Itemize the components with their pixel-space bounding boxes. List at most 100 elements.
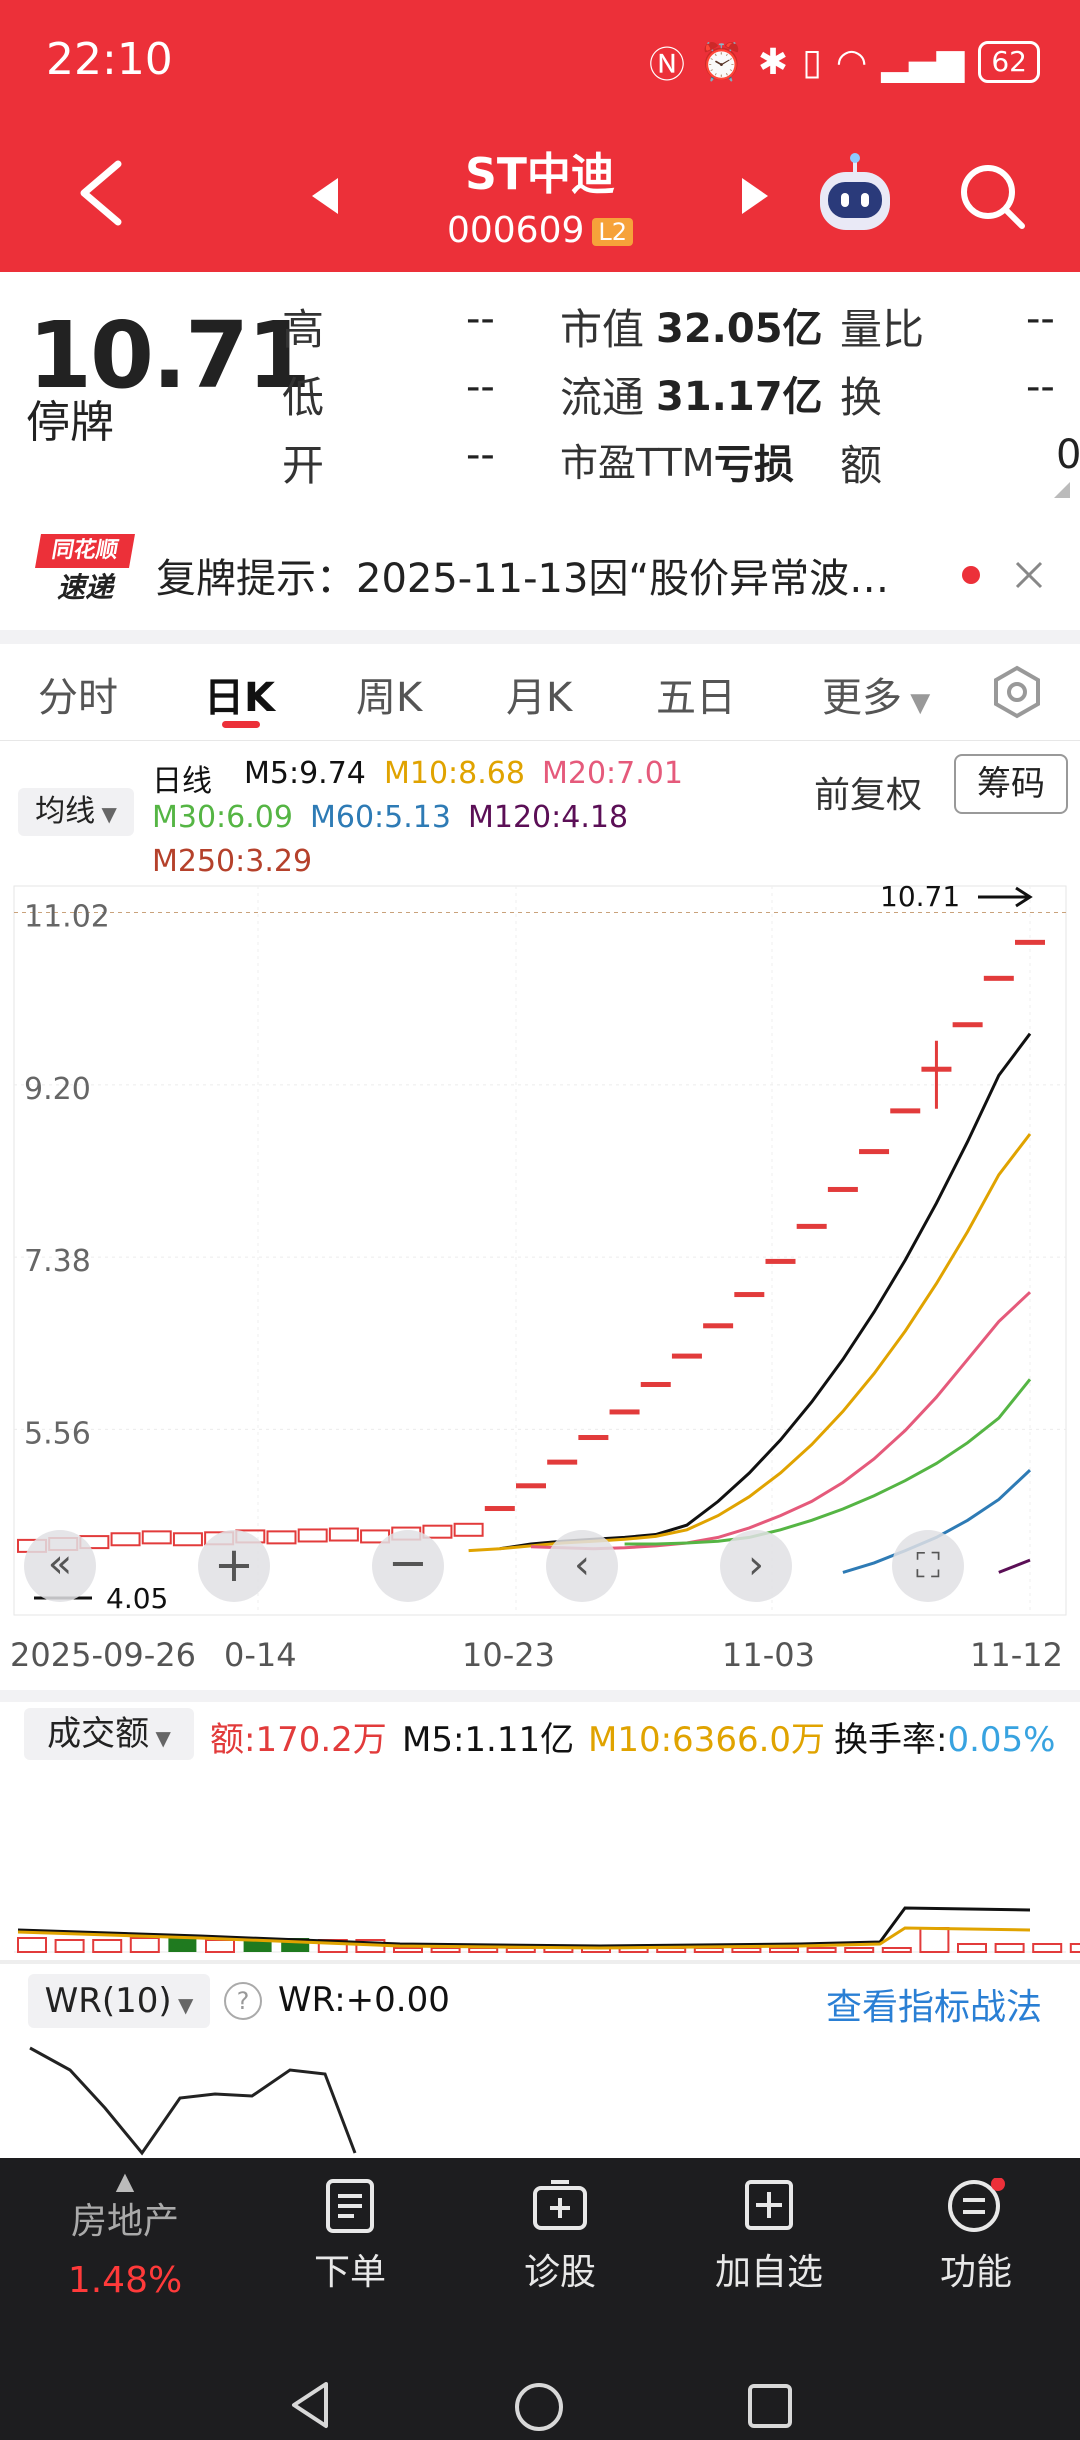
- search-icon[interactable]: [956, 160, 1028, 232]
- chevron-left-icon: ‹: [574, 1542, 590, 1588]
- kline-chart[interactable]: 11.02 9.20 7.38 5.56 10.71 4.05 2025-09-26 0-14…: [0, 880, 1080, 1680]
- volume-bar: [994, 1943, 1025, 1953]
- sector-widget[interactable]: ▲ 房地产 1.48%: [40, 2168, 210, 2312]
- nav-recents-icon[interactable]: [746, 2382, 794, 2430]
- scroll-left-button[interactable]: «: [24, 1530, 96, 1602]
- volume-chart[interactable]: [0, 1760, 1080, 1960]
- expand-corner-icon[interactable]: [1052, 480, 1072, 500]
- turnover-value: 0.05%: [947, 1720, 1056, 1760]
- candle: [266, 1530, 297, 1545]
- step-right-button[interactable]: ›: [720, 1530, 792, 1602]
- fullscreen-button[interactable]: ⛶: [892, 1530, 964, 1602]
- quote-label-float: 流通: [560, 373, 645, 422]
- quote-value-low: --: [466, 364, 495, 410]
- volume-bar: [129, 1937, 160, 1953]
- x-tick-label: 0-14: [224, 1636, 297, 1674]
- nav-back-icon[interactable]: [288, 2380, 332, 2430]
- caret-up-icon: ▲: [115, 2167, 135, 2195]
- turnover-rate: 换手率:0.05%: [834, 1712, 1055, 1761]
- x-tick-label: 11-03: [722, 1636, 815, 1674]
- step-left-button[interactable]: ‹: [546, 1530, 618, 1602]
- candle: [453, 1522, 484, 1537]
- ma30-label: M30:6.09: [152, 800, 293, 835]
- volume-bar: [1069, 1943, 1080, 1953]
- ma250-label: M250:3.29: [152, 844, 313, 879]
- functions-icon: [948, 2177, 1005, 2232]
- order-label: 下单: [313, 2252, 386, 2293]
- zoom-in-button[interactable]: +: [198, 1530, 270, 1602]
- volume-bar: [731, 1947, 762, 1953]
- right-arrow-icon: [1015, 886, 1033, 908]
- candle: [983, 975, 1014, 981]
- volume-bar: [468, 1947, 499, 1953]
- wifi-icon: ◠: [835, 41, 868, 83]
- indicator-selector-label: 均线: [35, 794, 96, 829]
- functions-button[interactable]: 功能: [916, 2177, 1036, 2295]
- active-tab-indicator: [222, 721, 260, 728]
- next-stock-icon[interactable]: [738, 176, 772, 216]
- indicator-strategy-link[interactable]: 查看指标战法: [826, 1987, 1043, 2028]
- notice-text: 复牌提示：2025-11-13因“股价异常波…: [156, 556, 890, 602]
- candle: [172, 1532, 203, 1547]
- unread-dot: [962, 566, 980, 584]
- stock-title: ST中迪: [465, 149, 615, 200]
- settings-icon[interactable]: [990, 665, 1044, 719]
- add-watchlist-button[interactable]: 加自选: [704, 2178, 834, 2295]
- wr-indicator-selector[interactable]: WR(10) ▼: [28, 1974, 210, 2028]
- volume-indicator-selector[interactable]: 成交额 ▼: [24, 1708, 194, 1760]
- plot-frame: [13, 885, 1067, 1616]
- help-icon[interactable]: ?: [224, 1982, 262, 2020]
- trading-status: 停牌: [26, 397, 114, 448]
- diagnose-icon: [533, 2180, 587, 2230]
- robot-assistant-icon[interactable]: [810, 150, 900, 234]
- chips-button[interactable]: 筹码: [954, 754, 1068, 814]
- candle: [578, 1435, 609, 1441]
- bottom-toolbar: ▲ 房地产 1.48% 下单 诊股 加自选 功能: [0, 2158, 1080, 2368]
- back-icon[interactable]: [70, 158, 130, 228]
- ma5-label: M5:9.74: [244, 756, 366, 791]
- prev-stock-icon[interactable]: [308, 176, 342, 216]
- candle: [297, 1528, 328, 1543]
- candle: [703, 1323, 734, 1329]
- candle: [796, 1223, 827, 1229]
- chevron-down-icon: ▼: [902, 688, 931, 718]
- adjust-mode[interactable]: 前复权: [814, 775, 923, 816]
- stock-code: 000609: [446, 210, 585, 251]
- tab-weekly-k[interactable]: 周K: [356, 675, 423, 721]
- zoom-out-button[interactable]: −: [372, 1530, 444, 1602]
- wr-value: WR:+0.00: [278, 1980, 450, 2020]
- order-icon: [326, 2179, 374, 2233]
- indicator-selector[interactable]: 均线 ▼: [18, 788, 134, 836]
- quote-label-open: 开: [282, 441, 325, 490]
- quote-value-turnover: --: [1026, 364, 1055, 410]
- x-tick-label: 10-23: [462, 1636, 555, 1674]
- candle: [484, 1506, 515, 1512]
- system-nav-bar: [0, 2368, 1080, 2440]
- tab-monthly-k[interactable]: 月K: [506, 675, 573, 721]
- quote-label-mcap: 市值: [560, 305, 645, 354]
- volume-bar: [54, 1939, 85, 1953]
- candle: [516, 1483, 546, 1489]
- volume-bar: [769, 1947, 799, 1953]
- nav-home-icon[interactable]: [512, 2380, 566, 2434]
- candle: [609, 1409, 640, 1415]
- quote-value-open: --: [466, 432, 495, 478]
- close-icon[interactable]: [1014, 560, 1044, 590]
- order-button[interactable]: 下单: [290, 2178, 410, 2295]
- sector-change: 1.48%: [67, 2260, 183, 2301]
- tab-more[interactable]: 更多 ▼: [822, 665, 930, 723]
- diagnose-button[interactable]: 诊股: [500, 2178, 620, 2295]
- quote-label-low: 低: [282, 373, 325, 422]
- volume-bar: [881, 1947, 912, 1953]
- alarm-icon: ⏰: [699, 42, 744, 83]
- tab-intraday[interactable]: 分时: [38, 675, 118, 721]
- divider: [0, 1690, 1080, 1702]
- tab-daily-k[interactable]: 日K: [204, 675, 275, 721]
- y-tick-label: 9.20: [24, 1072, 91, 1107]
- tab-five-day[interactable]: 五日: [656, 675, 736, 721]
- ma-line-m30: [624, 1378, 1032, 1546]
- quote-value-pe: 亏损: [714, 442, 794, 488]
- volume-bar: [693, 1947, 724, 1953]
- volume-selector-label: 成交额: [47, 1714, 150, 1754]
- resume-notice-banner[interactable]: 同花顺 速递 复牌提示：2025-11-13因“股价异常波…: [0, 510, 1080, 630]
